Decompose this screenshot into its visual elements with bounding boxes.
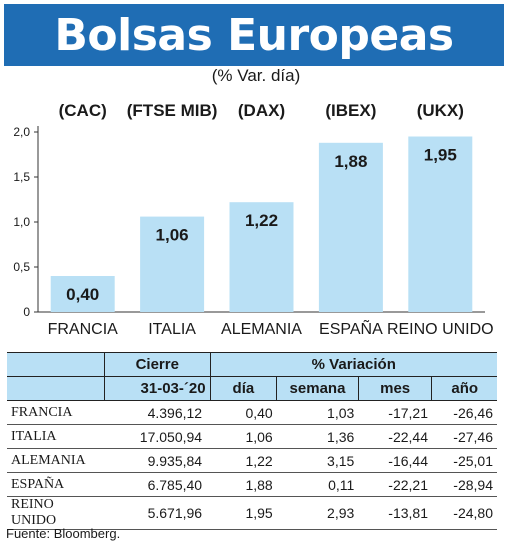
bar-chart: 0 0,5 1,0 1,5 2,0 0,40 (CAC) FRANCIA 1,06 (FTSE M…	[13, 101, 494, 338]
cell-anio: -25,01	[431, 448, 497, 473]
cell-anio: -28,94	[431, 472, 497, 497]
header-semana: semana	[276, 376, 359, 401]
cell-country: ITALIA	[7, 424, 105, 449]
cell-dia: 1,95	[210, 496, 277, 530]
cell-semana: 1,03	[276, 400, 359, 425]
data-label: 1,06	[156, 226, 189, 245]
cell-country: ESPAÑA	[7, 472, 105, 497]
bar	[50, 276, 115, 312]
y-tick-label: 0,5	[13, 260, 30, 274]
cell-cierre: 9.935,84	[104, 448, 211, 473]
table-body: FRANCIA 4.396,12 0,40 1,03 -17,21 -26,46 ITALI…	[7, 400, 497, 530]
cell-semana: 2,93	[276, 496, 359, 530]
cell-dia: 1,06	[210, 424, 277, 449]
y-tick-label: 1,5	[13, 170, 30, 184]
title-bar: Bolsas Europeas	[4, 4, 504, 66]
cell-dia: 1,88	[210, 472, 277, 497]
index-label: (UKX)	[417, 101, 464, 120]
table-row: ESPAÑA 6.785,40 1,88 0,11 -22,21 -28,94	[7, 472, 497, 497]
cell-anio: -24,80	[431, 496, 497, 530]
cell-dia: 0,40	[210, 400, 277, 425]
data-label: 1,88	[334, 152, 367, 171]
cell-cierre: 6.785,40	[104, 472, 211, 497]
data-label: 1,22	[245, 211, 278, 230]
data-label: 0,40	[66, 285, 99, 304]
y-tick-label: 0	[23, 305, 30, 319]
table-sub-header: 31-03-´20 día semana mes año	[7, 376, 497, 401]
table-row: REINO UNIDO 5.671,96 1,95 2,93 -13,81 -24,80	[7, 496, 497, 530]
bar	[229, 202, 294, 312]
cell-anio: -27,46	[431, 424, 497, 449]
cell-country: ALEMANIA	[7, 448, 105, 473]
cell-mes: -16,44	[358, 448, 432, 473]
cell-country: REINO UNIDO	[7, 496, 105, 530]
bar	[408, 136, 473, 312]
chart-subtitle: (% Var. día)	[211, 66, 301, 85]
cell-semana: 0,11	[276, 472, 359, 497]
cell-cierre: 5.671,96	[104, 496, 211, 530]
index-label: (IBEX)	[325, 101, 376, 120]
cell-country: FRANCIA	[7, 400, 105, 425]
cell-mes: -22,44	[358, 424, 432, 449]
category-label: ALEMANIA	[221, 321, 302, 338]
cell-mes: -13,81	[358, 496, 432, 530]
y-tick-label: 2,0	[13, 125, 30, 139]
cell-cierre: 4.396,12	[104, 400, 211, 425]
header-date: 31-03-´20	[103, 376, 211, 401]
index-label: (DAX)	[238, 101, 285, 120]
bar	[140, 216, 205, 312]
source-note: Fuente: Bloomberg.	[6, 526, 121, 541]
category-label: FRANCIA	[48, 321, 119, 338]
bar	[318, 142, 383, 312]
stock-table: Cierre % Variación 31-03-´20 día semana …	[7, 352, 497, 530]
cell-cierre: 17.050,94	[104, 424, 211, 449]
category-label: REINO UNIDO	[387, 321, 494, 338]
index-label: (FTSE MIB)	[127, 101, 218, 120]
cell-mes: -22,21	[358, 472, 432, 497]
header-variacion: % Variación	[209, 352, 497, 377]
header-mes: mes	[357, 376, 432, 401]
table-row: FRANCIA 4.396,12 0,40 1,03 -17,21 -26,46	[7, 400, 497, 425]
index-label: (CAC)	[59, 101, 107, 120]
cell-mes: -17,21	[358, 400, 432, 425]
cell-semana: 1,36	[276, 424, 359, 449]
y-tick-label: 1,0	[13, 215, 30, 229]
header-dia: día	[209, 376, 277, 401]
cell-semana: 3,15	[276, 448, 359, 473]
table-row: ALEMANIA 9.935,84 1,22 3,15 -16,44 -25,01	[7, 448, 497, 473]
category-label: ITALIA	[148, 321, 196, 338]
header-anio: año	[431, 376, 497, 401]
table-row: ITALIA 17.050,94 1,06 1,36 -22,44 -27,46	[7, 424, 497, 449]
cell-anio: -26,46	[431, 400, 497, 425]
header-cierre: Cierre	[103, 352, 211, 377]
table-group-header: Cierre % Variación	[7, 352, 497, 377]
category-label: ESPAÑA	[319, 318, 383, 338]
page-title: Bolsas Europeas	[54, 9, 454, 61]
cell-dia: 1,22	[210, 448, 277, 473]
data-label: 1,95	[424, 146, 457, 165]
